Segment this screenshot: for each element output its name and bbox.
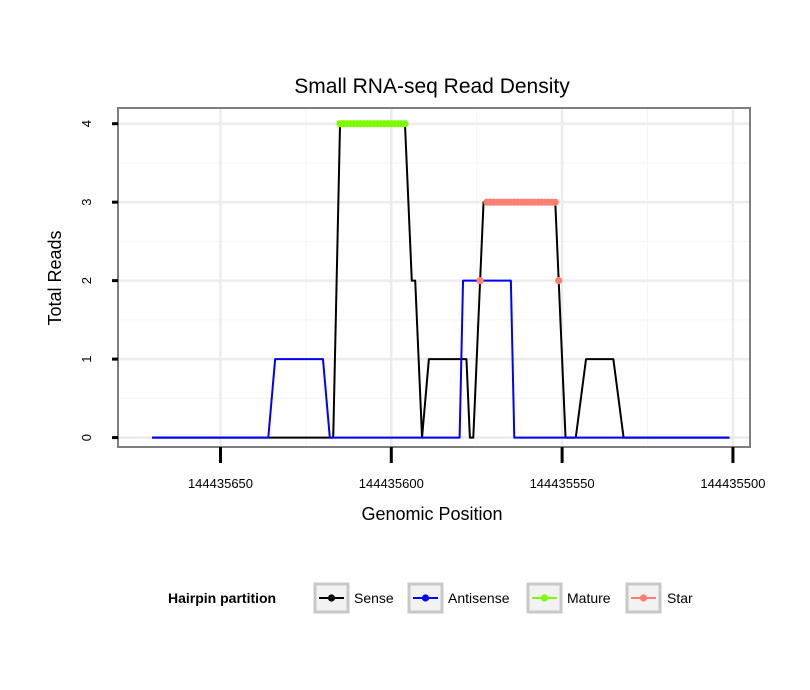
- legend-label-sense: Sense: [354, 590, 394, 606]
- x-tick-label: 144435650: [188, 476, 253, 491]
- legend-label-antisense: Antisense: [448, 590, 510, 606]
- y-tick-label: 2: [79, 277, 94, 284]
- legend-dot-star: [639, 594, 648, 602]
- y-tick-label: 1: [79, 355, 94, 362]
- plot-border: [117, 107, 751, 448]
- plot-area: 0 1 2 3 4 144435650 144435600 144435550 14443550…: [79, 107, 765, 491]
- x-tick-label: 144435550: [530, 476, 595, 491]
- x-tick-label: 144435600: [359, 476, 424, 491]
- data-point-mature: [401, 120, 409, 128]
- legend-dot-sense: [327, 594, 336, 602]
- legend-label-star: Star: [667, 590, 693, 606]
- legend-dot-antisense: [421, 594, 430, 602]
- legend: Hairpin partition Sense Antisense Mature St…: [168, 582, 693, 614]
- y-axis-title: Total Reads: [45, 230, 65, 325]
- legend-label-mature: Mature: [567, 590, 611, 606]
- chart-title: Small RNA-seq Read Density: [294, 75, 570, 98]
- legend-title: Hairpin partition: [168, 590, 276, 606]
- x-tick-label: 144435500: [700, 476, 765, 491]
- y-tick-label: 4: [79, 120, 94, 127]
- x-axis-title: Genomic Position: [361, 504, 502, 524]
- data-point-star: [476, 277, 484, 285]
- series-line-antisense: [152, 279, 730, 439]
- legend-dot-mature: [540, 594, 549, 602]
- y-tick-label: 0: [79, 434, 94, 441]
- y-tick-label: 3: [79, 199, 94, 206]
- data-point-star: [555, 277, 563, 285]
- data-point-star: [551, 198, 559, 206]
